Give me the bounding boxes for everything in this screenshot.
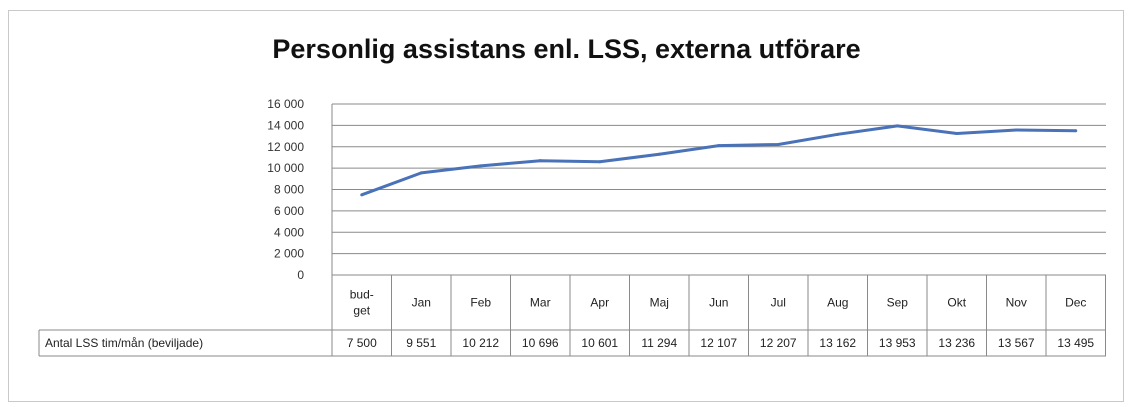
data-value-label: 13 236 bbox=[938, 336, 975, 350]
category-label: Mar bbox=[530, 296, 551, 310]
data-point bbox=[717, 144, 721, 148]
y-tick-label: 16 000 bbox=[267, 97, 304, 111]
category-label: Dec bbox=[1065, 296, 1086, 310]
y-tick-label: 12 000 bbox=[267, 140, 304, 154]
data-value-label: 13 953 bbox=[879, 336, 916, 350]
chart-frame bbox=[8, 10, 1124, 402]
data-point bbox=[776, 143, 780, 147]
y-tick-label: 4 000 bbox=[274, 225, 304, 239]
data-point bbox=[1014, 128, 1018, 132]
data-point bbox=[1074, 129, 1078, 133]
data-value-label: 10 212 bbox=[462, 336, 499, 350]
category-label: Jun bbox=[709, 296, 728, 310]
data-value-label: 10 601 bbox=[581, 336, 618, 350]
y-tick-label: 10 000 bbox=[267, 161, 304, 175]
category-label: Jan bbox=[412, 296, 431, 310]
y-tick-label: 14 000 bbox=[267, 118, 304, 132]
data-value-label: 9 551 bbox=[406, 336, 436, 350]
data-point bbox=[360, 193, 364, 197]
category-label: Jul bbox=[771, 296, 786, 310]
category-label: Aug bbox=[827, 296, 848, 310]
data-point bbox=[895, 124, 899, 128]
chart-title: Personlig assistans enl. LSS, externa ut… bbox=[272, 34, 861, 64]
category-label: Apr bbox=[590, 296, 609, 310]
data-point bbox=[598, 160, 602, 164]
data-point bbox=[538, 159, 542, 163]
data-point bbox=[657, 152, 661, 156]
category-label: Feb bbox=[470, 296, 491, 310]
category-label: Sep bbox=[887, 296, 909, 310]
data-value-label: 13 495 bbox=[1057, 336, 1094, 350]
category-label: Maj bbox=[650, 296, 669, 310]
y-tick-label: 0 bbox=[297, 268, 304, 282]
data-point bbox=[479, 164, 483, 168]
y-tick-label: 8 000 bbox=[274, 183, 304, 197]
category-label: get bbox=[353, 304, 370, 318]
y-tick-label: 6 000 bbox=[274, 204, 304, 218]
data-value-label: 13 567 bbox=[998, 336, 1035, 350]
category-label: Okt bbox=[947, 296, 966, 310]
category-label: bud- bbox=[350, 288, 374, 302]
series-line bbox=[361, 124, 1076, 197]
data-value-label: 11 294 bbox=[641, 336, 677, 350]
data-value-label: 12 207 bbox=[760, 336, 797, 350]
data-point bbox=[836, 132, 840, 136]
series-legend-label: Antal LSS tim/mån (beviljade) bbox=[45, 336, 203, 350]
y-tick-label: 2 000 bbox=[274, 247, 304, 261]
data-value-label: 10 696 bbox=[522, 336, 559, 350]
data-value-label: 7 500 bbox=[347, 336, 377, 350]
data-point bbox=[419, 171, 423, 175]
category-label: Nov bbox=[1006, 296, 1027, 310]
data-value-label: 12 107 bbox=[700, 336, 737, 350]
data-point bbox=[955, 132, 959, 136]
data-value-label: 13 162 bbox=[819, 336, 856, 350]
